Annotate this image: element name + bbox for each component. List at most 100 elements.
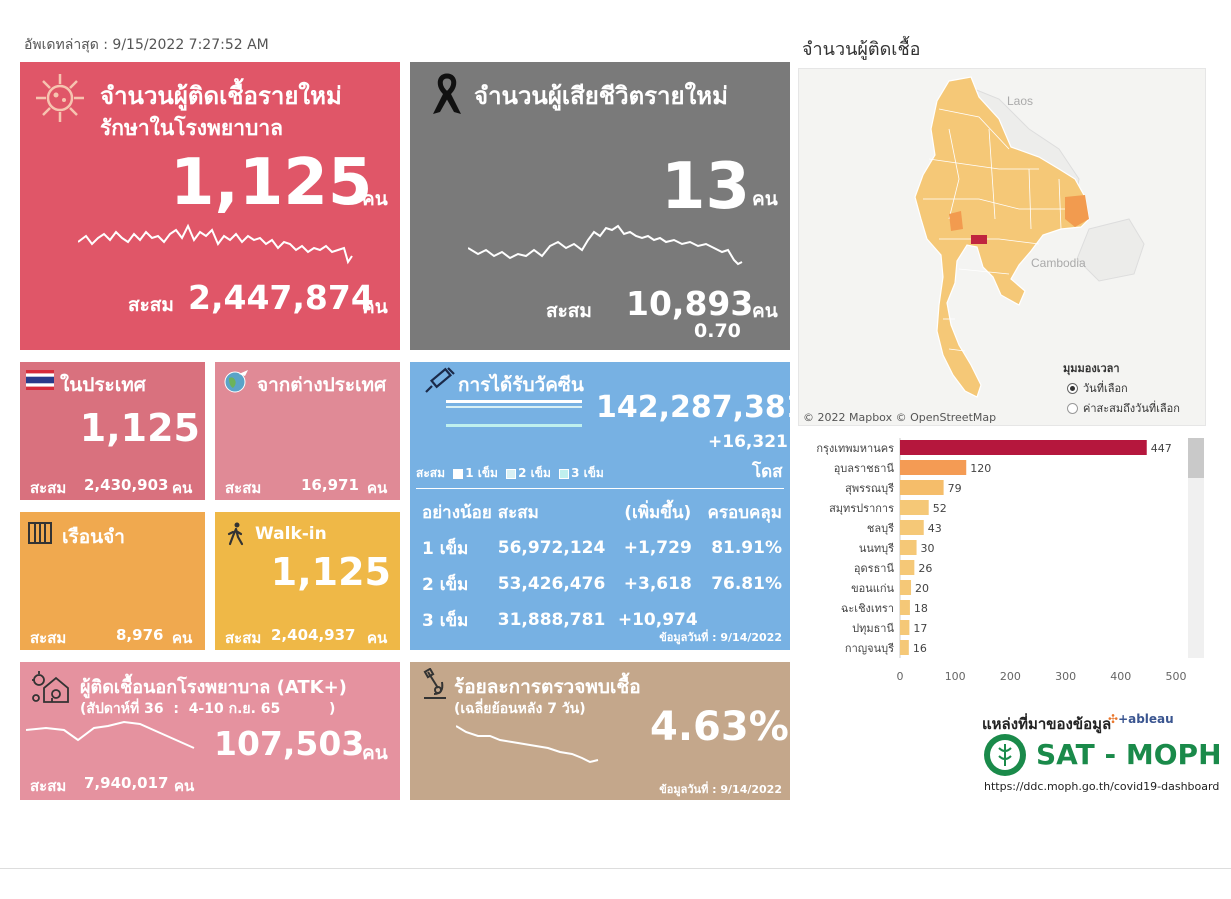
bar-value-label: 447	[1151, 442, 1172, 455]
radio-unselected-icon[interactable]	[1067, 402, 1078, 414]
new-cases-tile[interactable]: จำนวนผู้ติดเชื้อรายใหม่ รักษาในโรงพยาบาล…	[20, 62, 400, 350]
bar-category-label: ชลบุรี	[867, 522, 894, 535]
bar-value-label: 120	[970, 462, 991, 475]
x-tick-label: 200	[1000, 670, 1021, 683]
source-url[interactable]: https://ddc.moph.go.th/covid19-dashboard	[984, 780, 1220, 793]
vaccine-dose-unit: โดส	[752, 462, 783, 482]
abroad-cum-value: 16,971	[301, 476, 359, 494]
bar-category-label: กรุงเทพมหานคร	[816, 442, 894, 455]
bar-category-label: ฉะเชิงเทรา	[841, 602, 894, 615]
domestic-cum-unit: คน	[172, 479, 193, 497]
deaths-cum-unit: คน	[752, 300, 778, 322]
vaccine-header-cov: ครอบคลุม	[707, 502, 783, 523]
bar[interactable]	[900, 560, 915, 575]
radio-selected-icon[interactable]	[1067, 382, 1078, 394]
walking-person-icon	[227, 522, 244, 546]
vaccine-inc: +10,974	[617, 610, 698, 630]
deaths-value: 13	[660, 150, 750, 224]
map-title: จำนวนผู้ติดเชื้อ	[802, 39, 921, 60]
atk-cum-unit: คน	[174, 777, 195, 795]
vaccine-header-cum: สะสม	[497, 502, 539, 523]
bar[interactable]	[900, 520, 924, 535]
bar-value-label: 16	[913, 642, 927, 655]
x-tick-label: 300	[1055, 670, 1076, 683]
new-cases-cum-label: สะสม	[128, 294, 174, 316]
data-source-label: แหล่งที่มาของข้อมูล	[982, 715, 1112, 733]
walkin-value: 1,125	[270, 550, 391, 594]
bar-category-label: กาญจนบุรี	[845, 642, 894, 655]
new-cases-cum-unit: คน	[362, 296, 388, 318]
tableau-text: +ableau	[1118, 712, 1174, 726]
vaccine-inc: +3,618	[623, 574, 692, 594]
deaths-sparkline	[468, 224, 743, 266]
x-tick-label: 100	[945, 670, 966, 683]
tableau-logo: ✣+ableau	[1108, 712, 1174, 726]
chart-scrollbar-thumb[interactable]	[1188, 438, 1204, 478]
province-map[interactable]: Laos Cambodia © 2022 Mapbox © OpenStreet…	[798, 68, 1206, 426]
abroad-tile[interactable]: จากต่างประเทศ สะสม 16,971 คน	[215, 362, 400, 500]
bar-value-label: 17	[913, 622, 927, 635]
bar[interactable]	[900, 640, 909, 655]
bar[interactable]	[900, 540, 917, 555]
atk-unit: คน	[362, 742, 388, 764]
moph-seal-icon	[984, 734, 1026, 776]
walkin-tile[interactable]: Walk-in 1,125 สะสม 2,404,937 คน	[215, 512, 400, 650]
bar[interactable]	[900, 620, 910, 635]
thailand-map[interactable]: Laos Cambodia	[799, 69, 1206, 426]
atk-sparkline	[26, 720, 195, 749]
vaccine-cum: 53,426,476	[497, 574, 606, 594]
bar[interactable]	[900, 580, 912, 595]
abroad-cum-unit: คน	[367, 479, 388, 497]
vaccine-header-inc: (เพิ่มขึ้น)	[624, 502, 692, 523]
bar[interactable]	[900, 440, 1147, 455]
bar[interactable]	[900, 460, 967, 475]
vaccine-divider	[416, 488, 784, 489]
vaccine-cum: 56,972,124	[497, 538, 606, 558]
table-row: 3 เข็ม 31,888,781 +10,974	[422, 602, 782, 638]
thai-flag-icon	[26, 370, 54, 390]
new-cases-cum-value: 2,447,874	[188, 278, 374, 317]
positivity-as-of: ข้อมูลวันที่ : 9/14/2022	[659, 783, 782, 796]
domestic-cum-value: 2,430,903	[84, 476, 169, 494]
prison-tile[interactable]: เรือนจำ สะสม 8,976 คน	[20, 512, 205, 650]
legend-dose1: 1 เข็ม	[465, 466, 498, 480]
bar-category-label: นนทบุรี	[859, 542, 894, 555]
walkin-cum-label: สะสม	[225, 629, 262, 647]
vaccine-cov: 81.91%	[711, 538, 782, 558]
black-ribbon-icon	[433, 73, 461, 114]
vaccine-inc: +1,729	[623, 538, 692, 558]
vaccine-title: การได้รับวัคซีน	[458, 374, 584, 396]
bar-value-label: 52	[933, 502, 947, 515]
bar[interactable]	[900, 500, 929, 515]
time-view-option-selected[interactable]: วันที่เลือก	[1067, 379, 1128, 397]
bar-category-label: สุพรรณบุรี	[845, 482, 894, 495]
chart-scrollbar-track[interactable]	[1188, 438, 1204, 658]
new-cases-title: จำนวนผู้ติดเชื้อรายใหม่	[100, 82, 342, 110]
atk-tile[interactable]: ผู้ติดเชื้อนอกโรงพยาบาล (ATK+) (สัปดาห์ท…	[20, 662, 400, 800]
positivity-tile[interactable]: ร้อยละการตรวจพบเชื้อ (เฉลี่ยย้อนหลัง 7 ว…	[410, 662, 790, 800]
bar-value-label: 26	[918, 562, 932, 575]
vaccine-dose: 2 เข็ม	[422, 574, 469, 595]
vaccine-table-header: อย่างน้อย สะสม (เพิ่มขึ้น) ครอบคลุม	[422, 494, 782, 530]
deaths-tile[interactable]: จำนวนผู้เสียชีวิตรายใหม่ 13 คน สะสม 10,8…	[410, 62, 790, 350]
bar-category-label: อุบลราชธานี	[834, 462, 895, 475]
domestic-tile[interactable]: ในประเทศ 1,125 สะสม 2,430,903 คน	[20, 362, 205, 500]
vaccine-tile[interactable]: การได้รับวัคซีน 142,287,381 +16,321 โดส …	[410, 362, 790, 650]
bar-category-label: ขอนแก่น	[851, 582, 894, 595]
vaccine-cov: 76.81%	[711, 574, 782, 594]
atk-value: 107,503	[214, 724, 365, 763]
time-view-option-cumulative[interactable]: ค่าสะสมถึงวันที่เลือก	[1067, 399, 1180, 417]
positivity-value: 4.63%	[650, 704, 789, 750]
deaths-unit: คน	[752, 188, 778, 210]
syringe-icon	[425, 367, 455, 393]
vaccine-cum: 31,888,781	[497, 610, 606, 630]
bar-value-label: 79	[948, 482, 962, 495]
bar[interactable]	[900, 600, 910, 615]
province-bar-chart[interactable]: กรุงเทพมหานคร 447 อุบลราชธานี 120 สุพรรณบุรี…	[800, 436, 1210, 690]
last-updated: อัพเดทล่าสุด : 9/15/2022 7:27:52 AM	[24, 37, 269, 53]
bar[interactable]	[900, 480, 944, 495]
abroad-title: จากต่างประเทศ	[257, 374, 387, 396]
prison-title: เรือนจำ	[62, 526, 125, 548]
new-cases-sparkline	[78, 223, 353, 265]
prison-cum-unit: คน	[172, 629, 193, 647]
